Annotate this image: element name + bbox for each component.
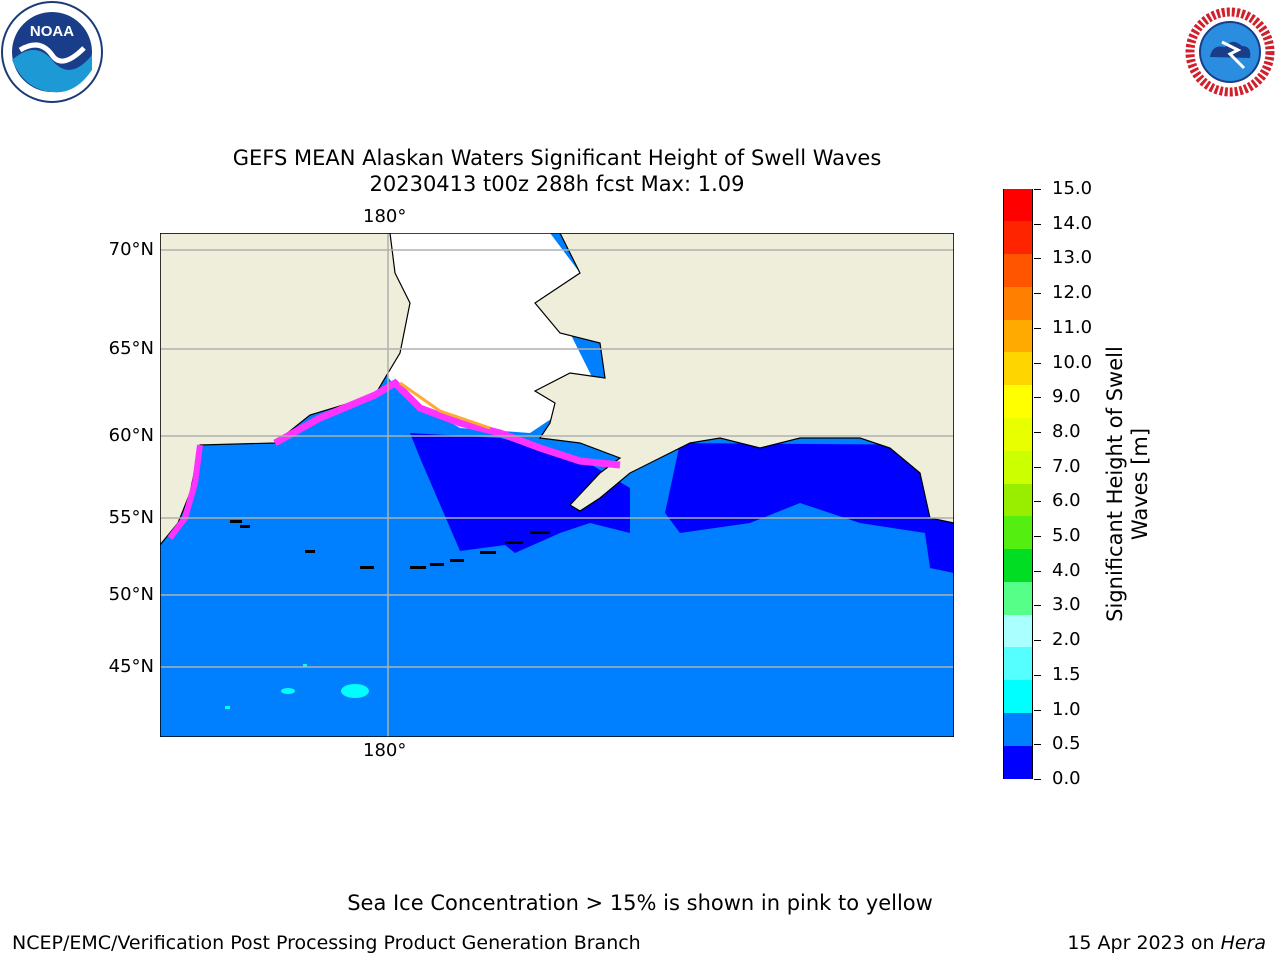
colorbar-segment [1004, 680, 1032, 714]
colorbar-tick-label: 14.0 [1052, 212, 1093, 234]
colorbar-tick-label: 3.0 [1052, 594, 1081, 616]
noaa-logo: NOAA [1, 1, 103, 103]
colorbar-tick-label: 0.0 [1052, 768, 1081, 789]
colorbar-segment [1004, 745, 1032, 779]
colorbar-tick-mark [1034, 327, 1041, 329]
colorbar-tick-mark [1034, 431, 1041, 433]
colorbar-tick-label: 1.5 [1052, 663, 1081, 685]
colorbar-segment [1004, 483, 1032, 517]
lat-label-70: 70°N [108, 239, 154, 260]
colorbar-tick-label: 15.0 [1052, 178, 1093, 199]
colorbar-tick-label: 6.0 [1052, 490, 1081, 512]
colorbar-tick-label: 4.0 [1052, 559, 1081, 581]
colorbar-segment [1004, 647, 1032, 681]
colorbar-segment [1004, 385, 1032, 419]
lat-label-55: 55°N [108, 507, 154, 528]
land-alaska [533, 233, 954, 524]
colorbar-tick-label: 1.0 [1052, 698, 1081, 720]
cyan-patches [225, 664, 369, 709]
colorbar-tick-mark [1034, 744, 1041, 746]
colorbar-tick-mark [1034, 293, 1041, 295]
colorbar-tick-mark [1034, 674, 1041, 676]
colorbar-tick-mark [1034, 501, 1041, 503]
nws-logo [1183, 5, 1277, 99]
lat-label-50: 50°N [108, 584, 154, 605]
colorbar-tick-mark [1034, 605, 1041, 607]
colorbar [1003, 188, 1033, 779]
colorbar-tick-label: 0.5 [1052, 733, 1081, 755]
colorbar-segment [1004, 286, 1032, 321]
low-swell-gulf [665, 443, 954, 573]
colorbar-tick-mark [1034, 570, 1041, 572]
colorbar-tick-label: 11.0 [1052, 316, 1093, 338]
ice-region [370, 233, 600, 433]
colorbar-segment [1004, 516, 1032, 550]
ice-edge-inner [399, 381, 491, 430]
colorbar-segment [1004, 188, 1032, 222]
colorbar-segment [1004, 614, 1032, 648]
map-plot [160, 233, 954, 737]
colorbar-segment [1004, 221, 1032, 255]
colorbar-label: Significant Height of Swell Waves [m] [1103, 346, 1152, 622]
colorbar-segment [1004, 352, 1032, 386]
colorbar-segment [1004, 450, 1032, 484]
colorbar-tick-mark [1034, 397, 1041, 399]
ice-edge-west [167, 444, 203, 540]
colorbar-segment [1004, 549, 1032, 583]
aleutian-islands [230, 520, 550, 569]
colorbar-tick-label: 5.0 [1052, 525, 1081, 547]
colorbar-tick-label: 2.0 [1052, 629, 1081, 651]
colorbar-segment [1004, 712, 1032, 747]
lon-label-top: 180° [363, 206, 407, 227]
footer-machine: Hera [1220, 932, 1266, 954]
colorbar-segment [1004, 254, 1032, 288]
lat-label-60: 60°N [108, 425, 154, 446]
chart-subtitle: 20230413 t00z 288h fcst Max: 1.09 [369, 172, 745, 196]
colorbar-tick-mark [1034, 223, 1041, 225]
footer-date-text: 15 Apr 2023 on [1067, 932, 1215, 954]
colorbar-tick-mark [1034, 779, 1041, 780]
colorbar-tick-mark [1034, 362, 1041, 364]
lat-label-45: 45°N [108, 656, 154, 677]
ice-edge-bering [273, 378, 621, 469]
colorbar-segment [1004, 319, 1032, 353]
colorbar-segment [1004, 417, 1032, 452]
noaa-logo-text: NOAA [30, 23, 74, 40]
colorbar-tick-mark [1034, 640, 1041, 642]
colorbar-tick-label: 13.0 [1052, 247, 1093, 269]
gridlines [160, 233, 954, 737]
colorbar-tick-mark [1034, 258, 1041, 260]
sea-ice-note: Sea Ice Concentration > 15% is shown in … [347, 891, 933, 915]
colorbar-tick-label: 8.0 [1052, 420, 1081, 442]
footer-branch: NCEP/EMC/Verification Post Processing Pr… [12, 932, 641, 954]
colorbar-segment [1004, 581, 1032, 616]
lon-label-bottom: 180° [363, 740, 407, 761]
chart-title: GEFS MEAN Alaskan Waters Significant Hei… [232, 146, 882, 170]
colorbar-tick-mark [1034, 189, 1041, 190]
lat-label-65: 65°N [108, 338, 154, 359]
colorbar-tick-mark [1034, 709, 1041, 711]
colorbar-tick-label: 7.0 [1052, 455, 1081, 477]
footer-date: 15 Apr 2023 on Hera [1067, 932, 1266, 954]
colorbar-tick-mark [1034, 466, 1041, 468]
colorbar-tick-label: 9.0 [1052, 386, 1081, 408]
colorbar-tick-label: 10.0 [1052, 351, 1093, 373]
colorbar-tick-label: 12.0 [1052, 282, 1093, 304]
colorbar-tick-mark [1034, 536, 1041, 538]
